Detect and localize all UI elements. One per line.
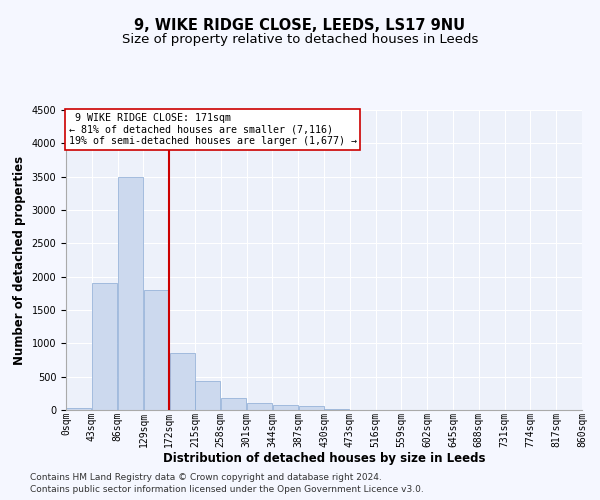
Bar bbox=[92, 284, 117, 410]
Bar bbox=[221, 398, 246, 410]
Bar bbox=[144, 290, 169, 410]
Bar bbox=[299, 406, 323, 410]
Text: 9 WIKE RIDGE CLOSE: 171sqm
← 81% of detached houses are smaller (7,116)
19% of s: 9 WIKE RIDGE CLOSE: 171sqm ← 81% of deta… bbox=[68, 113, 356, 146]
Text: Contains HM Land Registry data © Crown copyright and database right 2024.: Contains HM Land Registry data © Crown c… bbox=[30, 472, 382, 482]
Bar bbox=[273, 406, 298, 410]
Bar bbox=[325, 408, 349, 410]
Bar bbox=[170, 354, 194, 410]
Text: Size of property relative to detached houses in Leeds: Size of property relative to detached ho… bbox=[122, 32, 478, 46]
Text: 9, WIKE RIDGE CLOSE, LEEDS, LS17 9NU: 9, WIKE RIDGE CLOSE, LEEDS, LS17 9NU bbox=[134, 18, 466, 32]
X-axis label: Distribution of detached houses by size in Leeds: Distribution of detached houses by size … bbox=[163, 452, 485, 465]
Bar bbox=[196, 382, 220, 410]
Y-axis label: Number of detached properties: Number of detached properties bbox=[13, 156, 26, 364]
Bar bbox=[118, 178, 143, 410]
Bar bbox=[247, 403, 272, 410]
Text: Contains public sector information licensed under the Open Government Licence v3: Contains public sector information licen… bbox=[30, 485, 424, 494]
Bar bbox=[67, 408, 91, 410]
